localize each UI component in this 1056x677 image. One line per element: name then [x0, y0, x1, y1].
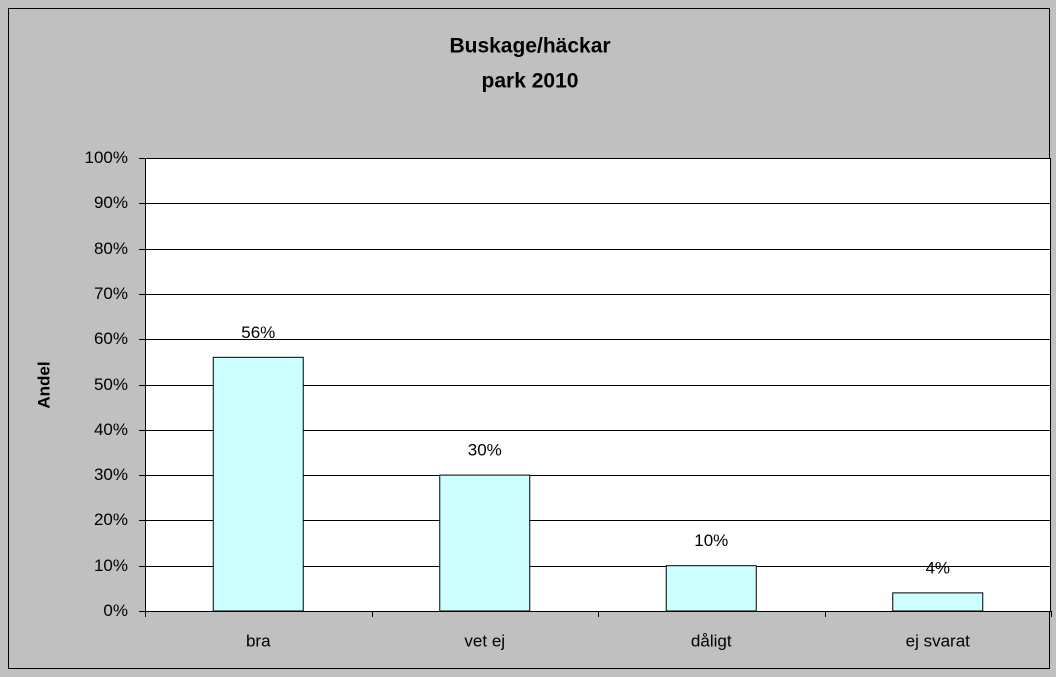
y-tick-label: 100%: [85, 148, 128, 167]
x-tick-label: dåligt: [691, 631, 732, 650]
value-label: 10%: [694, 531, 728, 550]
x-tick-label: bra: [246, 631, 271, 650]
y-tick-label: 90%: [94, 193, 128, 212]
y-tick-label: 70%: [94, 284, 128, 303]
y-axis-title: Andel: [34, 361, 53, 408]
bar: [665, 565, 757, 612]
y-tick-label: 30%: [94, 465, 128, 484]
chart-title: Buskage/häckar: [449, 35, 610, 58]
bar: [212, 356, 304, 612]
value-label: 56%: [241, 323, 275, 342]
x-tick-label: ej svarat: [906, 631, 971, 650]
value-label: 4%: [925, 558, 950, 577]
y-tick-label: 60%: [94, 329, 128, 348]
bar: [892, 592, 984, 612]
value-label: 30%: [468, 441, 502, 460]
y-tick-label: 20%: [94, 510, 128, 529]
chart-subtitle: park 2010: [482, 70, 579, 93]
y-tick-label: 40%: [94, 420, 128, 439]
y-tick-label: 80%: [94, 239, 128, 258]
y-tick-label: 10%: [94, 556, 128, 575]
y-tick-label: 0%: [103, 601, 128, 620]
x-tick-label: vet ej: [464, 631, 505, 650]
bar: [439, 474, 531, 612]
y-tick-label: 50%: [94, 375, 128, 394]
